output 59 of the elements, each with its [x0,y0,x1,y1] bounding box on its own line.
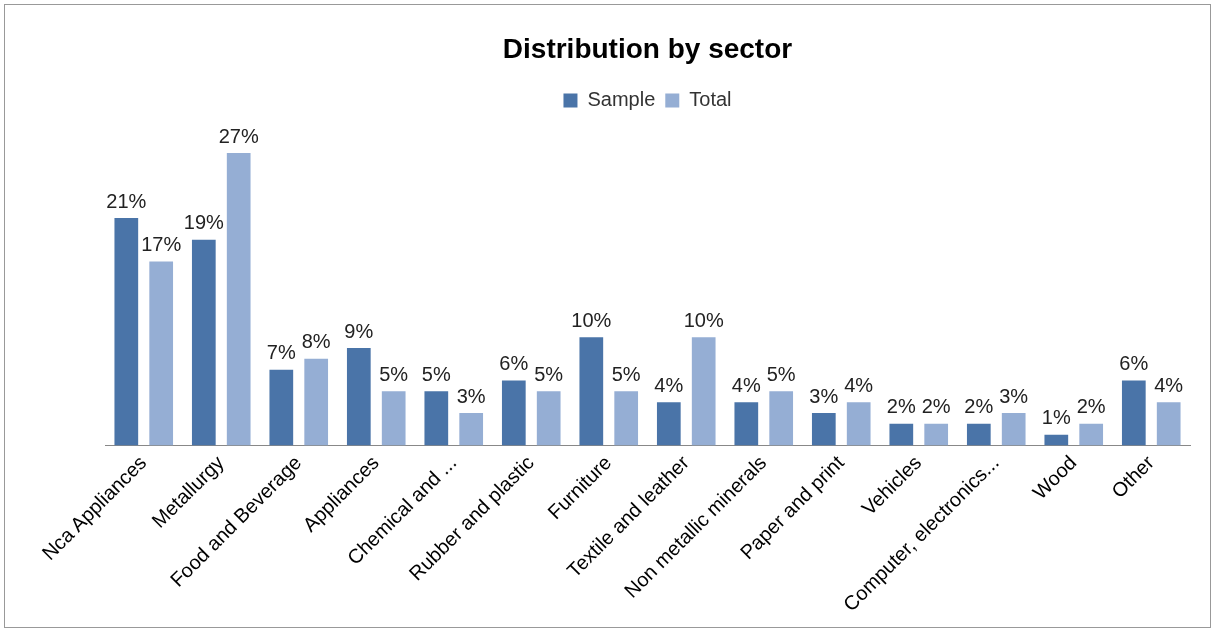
data-label: 3% [999,384,1029,407]
data-label: 5% [611,362,641,385]
bar [734,402,759,446]
data-label: 10% [683,308,724,331]
bar [924,423,949,446]
data-label: 5% [421,362,451,385]
bar [269,369,294,446]
bar [304,358,329,446]
data-label: 4% [1154,373,1184,396]
legend-label: Sample [587,88,656,111]
bar [191,239,216,446]
data-label: 5% [766,362,796,385]
bar [501,380,526,446]
bar [1156,402,1181,446]
data-label: 4% [654,373,684,396]
data-label: 5% [534,362,564,385]
bar [459,412,484,446]
data-label: 19% [183,211,225,234]
data-label: 10% [571,308,612,331]
chart-title: Distribution by sector [502,32,793,64]
bar [811,412,836,446]
data-label: 5% [379,362,409,385]
data-label: 2% [921,395,951,418]
data-label: 21% [106,189,147,212]
bar [614,391,639,446]
bar [1121,380,1146,446]
bar [691,337,716,446]
bar [149,261,174,446]
data-label: 27% [218,124,259,147]
bar [424,391,449,446]
data-label: 9% [344,319,374,342]
bar [769,391,794,446]
bar [346,348,371,446]
data-label: 1% [1041,406,1071,429]
bar [226,153,251,446]
data-label: 3% [456,384,486,407]
bar [1001,412,1026,446]
bar [114,218,139,446]
bar [381,391,406,446]
bar [656,402,681,446]
data-label: 4% [731,373,761,396]
data-label: 8% [301,330,331,353]
bar [846,402,871,446]
legend-label: Total [689,88,732,111]
bar [579,337,604,446]
data-label: 2% [886,395,916,418]
data-label: 2% [964,395,994,418]
bar [966,423,991,446]
data-label: 7% [266,341,296,364]
data-label: 2% [1076,395,1106,418]
data-label: 3% [809,384,839,407]
bar [1079,423,1104,446]
data-label: 4% [844,373,874,396]
data-label: 6% [1119,352,1149,375]
data-label: 17% [141,232,182,255]
bar [536,391,561,446]
bar [1044,434,1069,446]
data-label: 6% [499,352,529,375]
bar [889,423,914,446]
